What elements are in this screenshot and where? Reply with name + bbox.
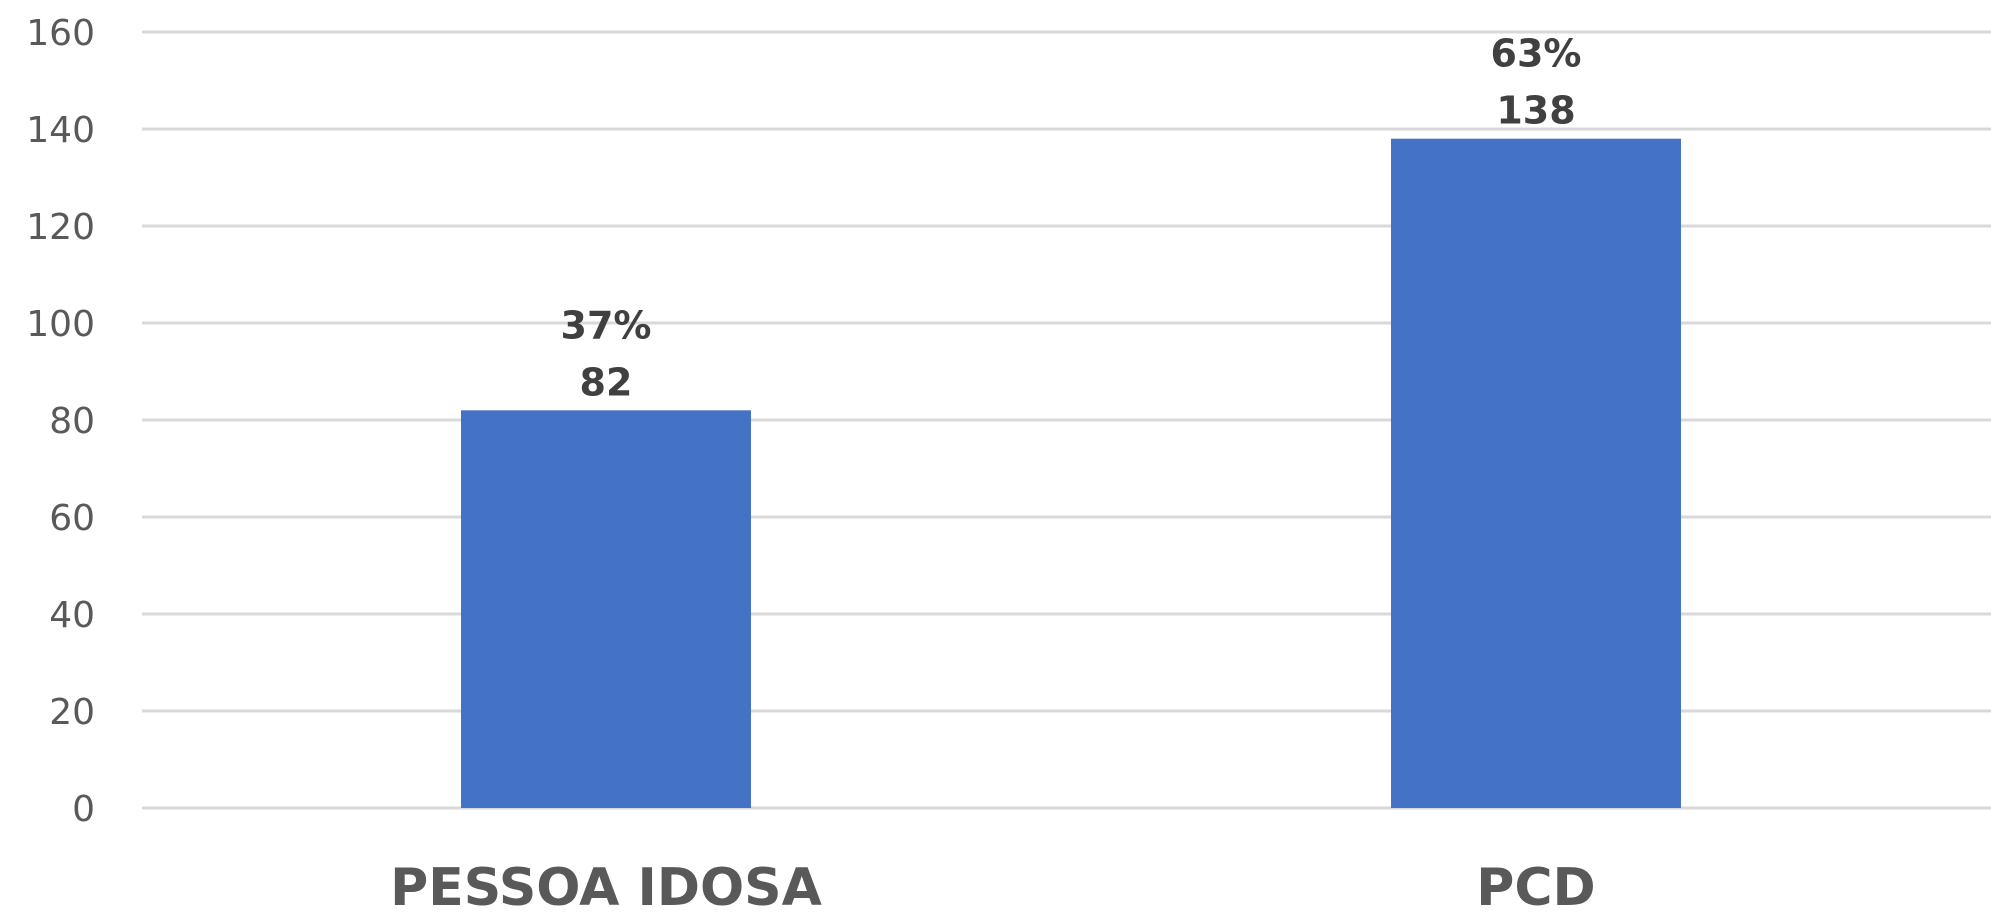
y-tick-label: 60 [49, 498, 95, 539]
x-axis-ticks: PESSOA IDOSA PCD [390, 858, 1596, 912]
y-tick-label: 40 [49, 595, 95, 636]
y-tick-label: 120 [26, 207, 95, 248]
y-tick-label: 0 [72, 789, 95, 830]
data-label-percent: 37% [561, 303, 652, 347]
bar-pcd [1391, 138, 1681, 808]
x-tick-label: PESSOA IDOSA [390, 858, 822, 912]
bar-pessoa-idosa [461, 410, 751, 808]
y-tick-label: 80 [49, 401, 95, 442]
y-tick-label: 160 [26, 13, 95, 54]
x-tick-label: PCD [1476, 858, 1595, 912]
bars [461, 138, 1681, 808]
y-tick-label: 140 [26, 110, 95, 151]
data-label-value: 82 [580, 360, 633, 404]
y-tick-label: 20 [49, 692, 95, 733]
y-tick-label: 100 [26, 304, 95, 345]
data-label-value: 138 [1496, 89, 1575, 133]
gridlines [142, 30, 1991, 810]
data-label-percent: 63% [1491, 32, 1582, 76]
data-labels: 37% 82 63% 138 [561, 32, 1582, 405]
y-axis-ticks: 0 20 40 60 80 100 120 140 160 [26, 13, 95, 830]
